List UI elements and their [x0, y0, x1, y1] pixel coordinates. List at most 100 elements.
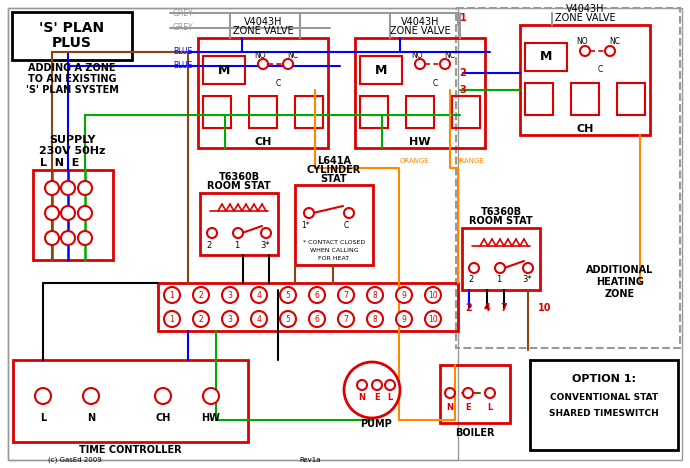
Text: ADDING A ZONE: ADDING A ZONE	[28, 63, 116, 73]
Circle shape	[78, 231, 92, 245]
Text: 4: 4	[484, 303, 491, 313]
Text: C: C	[344, 220, 348, 229]
Text: NC: NC	[288, 51, 299, 59]
Text: NO: NO	[576, 37, 588, 46]
Text: WHEN CALLING: WHEN CALLING	[310, 249, 358, 254]
Circle shape	[344, 362, 400, 418]
Circle shape	[35, 388, 51, 404]
Circle shape	[463, 388, 473, 398]
Text: 4: 4	[257, 291, 262, 300]
Text: STAT: STAT	[321, 174, 347, 184]
Text: BLUE: BLUE	[173, 47, 193, 57]
Text: ADDITIONAL: ADDITIONAL	[586, 265, 653, 275]
Text: N: N	[359, 394, 366, 402]
Circle shape	[280, 287, 296, 303]
Text: C: C	[433, 79, 437, 88]
Circle shape	[251, 311, 267, 327]
Text: 1: 1	[170, 291, 175, 300]
Text: CH: CH	[255, 137, 272, 147]
Text: TO AN EXISTING: TO AN EXISTING	[28, 74, 116, 84]
Text: PUMP: PUMP	[360, 419, 392, 429]
Bar	[617, 83, 645, 115]
Text: E: E	[374, 394, 380, 402]
Circle shape	[280, 311, 296, 327]
Text: ZONE VALVE: ZONE VALVE	[555, 13, 615, 23]
Circle shape	[233, 228, 243, 238]
Circle shape	[396, 311, 412, 327]
Text: 1*: 1*	[302, 220, 310, 229]
Text: CH: CH	[576, 124, 593, 134]
Text: N: N	[446, 402, 453, 411]
Circle shape	[309, 287, 325, 303]
Bar	[360, 56, 402, 84]
Bar	[8, 8, 458, 460]
Text: M: M	[218, 64, 230, 76]
Circle shape	[222, 287, 238, 303]
Text: T6360B: T6360B	[480, 207, 522, 217]
Bar	[452, 96, 480, 128]
Text: N: N	[87, 413, 95, 423]
Text: 3: 3	[460, 85, 466, 95]
Text: 2: 2	[460, 68, 466, 78]
Text: ORANGE: ORANGE	[455, 158, 484, 164]
Circle shape	[338, 287, 354, 303]
Bar	[295, 185, 373, 265]
Text: SUPPLY: SUPPLY	[49, 135, 95, 145]
Text: NC: NC	[609, 37, 620, 46]
Circle shape	[357, 380, 367, 390]
Bar	[33, 170, 113, 260]
Text: T6360B: T6360B	[219, 172, 259, 182]
Text: SHARED TIMESWITCH: SHARED TIMESWITCH	[549, 409, 659, 417]
Bar	[203, 96, 231, 128]
Text: 2: 2	[199, 314, 204, 323]
Bar	[440, 365, 510, 423]
Text: HEATING: HEATING	[596, 277, 644, 287]
Text: ORANGE: ORANGE	[400, 158, 430, 164]
Circle shape	[207, 228, 217, 238]
Text: ZONE VALVE: ZONE VALVE	[233, 26, 293, 36]
Text: 'S' PLAN: 'S' PLAN	[39, 21, 105, 35]
Text: GREY: GREY	[173, 9, 194, 19]
Text: NO: NO	[411, 51, 423, 59]
Text: 7: 7	[501, 303, 507, 313]
Circle shape	[523, 263, 533, 273]
Text: 7: 7	[344, 314, 348, 323]
Circle shape	[78, 181, 92, 195]
Bar	[571, 83, 599, 115]
Text: 10: 10	[428, 314, 438, 323]
Text: L: L	[387, 394, 393, 402]
Text: HW: HW	[409, 137, 431, 147]
Circle shape	[425, 287, 441, 303]
Circle shape	[385, 380, 395, 390]
Text: BLUE: BLUE	[173, 61, 193, 71]
Circle shape	[605, 46, 615, 56]
Text: NO: NO	[254, 51, 266, 59]
Text: CYLINDER: CYLINDER	[307, 165, 361, 175]
Text: E: E	[465, 402, 471, 411]
Circle shape	[309, 311, 325, 327]
Circle shape	[203, 388, 219, 404]
Text: 1: 1	[460, 13, 466, 23]
Circle shape	[396, 287, 412, 303]
Circle shape	[193, 287, 209, 303]
Text: 8: 8	[373, 314, 377, 323]
Text: 2: 2	[199, 291, 204, 300]
Circle shape	[344, 208, 354, 218]
Bar	[158, 283, 458, 331]
Circle shape	[61, 231, 75, 245]
Text: 2: 2	[466, 303, 473, 313]
Text: ZONE: ZONE	[605, 289, 635, 299]
Circle shape	[304, 208, 314, 218]
Bar	[249, 96, 277, 128]
Text: 1: 1	[235, 241, 239, 249]
Text: GREY: GREY	[173, 22, 194, 31]
Circle shape	[164, 311, 180, 327]
Circle shape	[367, 287, 383, 303]
Text: CONVENTIONAL STAT: CONVENTIONAL STAT	[550, 394, 658, 402]
Text: M: M	[540, 51, 552, 64]
Text: 1: 1	[170, 314, 175, 323]
Text: 3*: 3*	[522, 276, 532, 285]
Circle shape	[258, 59, 268, 69]
Circle shape	[261, 228, 271, 238]
Text: 3: 3	[228, 314, 233, 323]
